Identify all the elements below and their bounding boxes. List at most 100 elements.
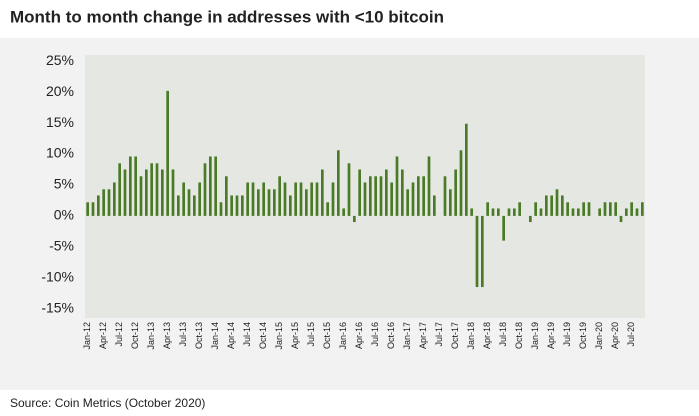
x-tick-label: Jan-19 — [530, 322, 540, 350]
bar — [385, 169, 388, 216]
y-tick-label: 0% — [54, 207, 74, 223]
bar — [257, 189, 260, 216]
bar — [214, 156, 217, 216]
bar — [118, 163, 121, 216]
bar — [225, 176, 228, 216]
bar — [529, 215, 532, 223]
x-tick-label: Apr-19 — [546, 322, 556, 349]
x-tick-label: Jan-14 — [210, 322, 220, 350]
x-tick-label: Oct-16 — [386, 322, 396, 349]
bar — [379, 176, 383, 216]
x-tick-label: Apr-14 — [226, 322, 236, 349]
bar — [465, 123, 468, 216]
bar — [411, 182, 415, 216]
x-tick-label: Apr-17 — [418, 322, 428, 349]
bar — [310, 182, 313, 216]
bar — [102, 189, 105, 216]
bar — [406, 189, 409, 216]
bar — [267, 189, 271, 216]
bar — [534, 202, 537, 216]
x-tick-label: Apr-13 — [162, 322, 172, 349]
x-tick-label: Oct-15 — [322, 322, 332, 349]
bar — [587, 202, 591, 216]
bar — [518, 202, 521, 216]
bar — [289, 195, 292, 216]
bar — [555, 189, 559, 216]
y-tick-label: 15% — [46, 114, 74, 130]
bar — [470, 208, 473, 216]
bar — [337, 150, 340, 216]
x-tick-label: Jul-13 — [178, 322, 188, 347]
bar — [571, 208, 575, 216]
bar — [294, 182, 297, 216]
bar — [342, 208, 345, 216]
bar — [513, 208, 516, 216]
bar — [145, 169, 148, 216]
bar — [422, 176, 425, 216]
bar — [427, 156, 431, 216]
bar — [193, 195, 196, 216]
x-tick-label: Apr-16 — [354, 322, 364, 349]
bar — [262, 182, 265, 216]
bar — [283, 182, 287, 216]
bar — [246, 182, 249, 216]
bar — [369, 176, 372, 216]
bar — [577, 208, 580, 216]
bar — [241, 195, 244, 216]
y-tick-label: 20% — [46, 83, 74, 99]
bar — [187, 189, 191, 216]
bar — [625, 208, 628, 216]
bar — [545, 195, 548, 216]
x-tick-label: Oct-12 — [130, 322, 140, 349]
bar — [129, 156, 132, 216]
bar — [486, 202, 489, 216]
y-tick-label: 10% — [46, 145, 74, 161]
bar — [609, 202, 612, 216]
bar — [219, 202, 223, 216]
y-tick-label: 5% — [54, 176, 74, 192]
bar — [353, 215, 356, 223]
bar — [550, 195, 553, 216]
bar — [363, 182, 367, 216]
bar — [251, 182, 255, 216]
bar — [417, 176, 420, 216]
bar — [161, 169, 164, 216]
bar — [603, 202, 607, 216]
bar — [113, 182, 116, 216]
bar — [433, 195, 436, 216]
bar — [235, 195, 239, 216]
bar — [598, 208, 601, 216]
x-tick-label: Oct-14 — [258, 322, 268, 349]
bar — [641, 202, 644, 216]
bar — [491, 208, 495, 216]
bar — [507, 208, 511, 216]
bar — [150, 163, 153, 216]
x-tick-label: Oct-17 — [450, 322, 460, 349]
bar — [347, 163, 351, 216]
bar — [619, 215, 623, 223]
bar — [566, 202, 569, 216]
x-tick-label: Apr-20 — [610, 322, 620, 349]
x-tick-label: Apr-18 — [482, 322, 492, 349]
x-tick-label: Jan-15 — [274, 322, 284, 350]
bar — [209, 156, 212, 216]
bar — [502, 215, 505, 241]
bar — [582, 202, 585, 216]
x-tick-label: Jan-13 — [146, 322, 156, 350]
x-tick-label: Jul-15 — [306, 322, 316, 347]
source: Source: Coin Metrics (October 2020) — [10, 396, 205, 410]
bar — [401, 169, 404, 216]
bar — [331, 182, 335, 216]
y-tick-label: -5% — [49, 238, 74, 254]
bar — [107, 189, 111, 216]
bar — [86, 202, 89, 216]
bar — [326, 202, 329, 216]
bar — [299, 182, 303, 216]
bar — [171, 169, 175, 216]
x-tick-label: Oct-18 — [514, 322, 524, 349]
x-tick-label: Jul-16 — [370, 322, 380, 347]
bar — [395, 156, 399, 216]
bar — [203, 163, 207, 216]
bar — [497, 208, 500, 216]
